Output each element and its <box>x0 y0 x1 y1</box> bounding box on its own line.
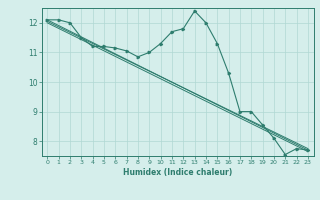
X-axis label: Humidex (Indice chaleur): Humidex (Indice chaleur) <box>123 168 232 177</box>
